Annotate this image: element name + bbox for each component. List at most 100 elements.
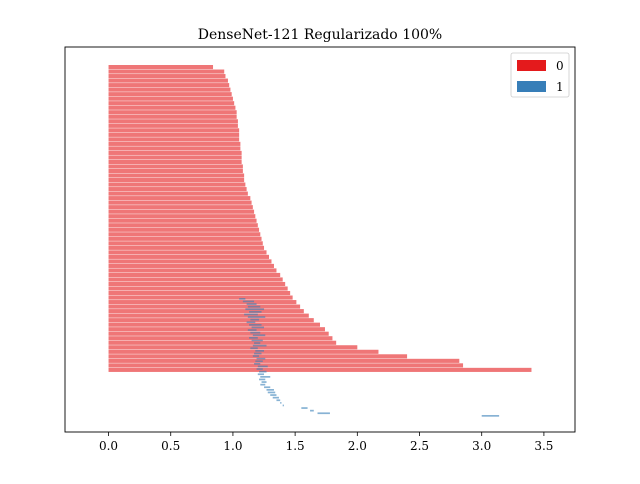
bar-series-0 (108, 205, 253, 210)
x-tick-label: 3.0 (472, 439, 491, 453)
bar-series-0 (108, 92, 232, 97)
bar-series-0 (108, 65, 214, 70)
bar-series-0 (108, 277, 283, 282)
bar-series-0 (108, 263, 274, 268)
bar-series-1 (301, 407, 308, 409)
legend-label-0: 0 (556, 59, 564, 73)
bar-series-1 (259, 370, 267, 373)
bar-series-1 (260, 383, 266, 386)
bar-series-1 (250, 347, 258, 350)
bar-series-0 (108, 336, 333, 341)
bar-series-1 (257, 373, 265, 376)
bar-series-0 (108, 114, 237, 119)
bar-series-1 (252, 344, 267, 347)
bar-series-0 (108, 137, 240, 142)
bar-series-0 (108, 96, 233, 101)
bar-series-0 (108, 141, 241, 146)
bar-series-0 (108, 223, 258, 228)
bar-series-1 (239, 298, 246, 300)
bar-series-1 (251, 326, 265, 329)
legend: 01 (510, 52, 570, 98)
bar-series-1 (250, 331, 261, 334)
bar-series-1 (255, 350, 265, 352)
bar-series-1 (264, 386, 271, 389)
bar-series-0 (108, 83, 230, 88)
bar-series-1 (252, 334, 266, 337)
x-tick-label: 1.0 (223, 439, 242, 453)
axes-frame (64, 46, 576, 433)
bar-series-0 (108, 367, 532, 372)
bar-series-1 (280, 402, 282, 404)
x-tick-label: 1.5 (286, 439, 305, 453)
bar-series-1 (310, 409, 314, 412)
bar-series-0 (108, 132, 240, 137)
bar-series-0 (108, 87, 231, 92)
bar-series-0 (108, 119, 238, 124)
x-tick-label: 3.5 (534, 439, 553, 453)
bar-series-1 (250, 318, 260, 321)
bar-series-0 (108, 78, 228, 83)
bar-series-0 (108, 110, 237, 115)
x-tick-label: 0.5 (161, 439, 180, 453)
bar-series-0 (108, 159, 242, 165)
bar-series-1 (246, 321, 256, 324)
bar-series-0 (108, 146, 241, 151)
bar-series-0 (108, 218, 257, 223)
x-tick-label: 0.0 (99, 439, 118, 453)
bar-series-1 (272, 396, 279, 399)
bar-series-0 (108, 327, 325, 332)
bar-series-0 (108, 286, 288, 291)
legend-swatch-1 (517, 81, 546, 92)
bar-series-1 (254, 363, 261, 365)
chart-title: DenseNet-121 Regularizado 100% (198, 27, 442, 43)
bar-series-1 (246, 303, 257, 305)
bar-series-1 (254, 342, 261, 344)
bar-series-0 (108, 168, 243, 174)
bar-series-1 (247, 305, 261, 308)
bar-series-0 (108, 173, 245, 178)
bar-series-0 (108, 200, 252, 205)
bar-series-0 (108, 191, 248, 196)
x-tick-label: 2.0 (348, 439, 367, 453)
bar-series-1 (266, 389, 274, 391)
bar-series-0 (108, 295, 293, 300)
bar-series-1 (255, 360, 263, 363)
bar-series-0 (108, 69, 225, 74)
bar-series-1 (267, 391, 276, 394)
bar-series-1 (317, 412, 330, 415)
bar-series-1 (261, 381, 267, 383)
bar-series-0 (108, 309, 304, 314)
x-axis: 0.0 0.5 1.0 1.5 2.0 2.5 3.0 3.5 (99, 432, 553, 453)
legend-swatch-0 (517, 60, 546, 71)
bar-series-0 (108, 259, 272, 264)
bar-series-0 (108, 182, 246, 187)
bars-layer (108, 65, 532, 417)
bar-series-0 (108, 241, 263, 246)
bar-series-1 (257, 365, 268, 368)
bar-series-0 (108, 322, 320, 327)
bar-series-0 (108, 155, 242, 160)
bar-series-0 (108, 272, 281, 278)
bar-series-0 (108, 281, 286, 287)
bar-series-0 (108, 164, 243, 169)
bar-series-0 (108, 268, 277, 273)
bar-series-0 (108, 196, 251, 201)
bar-series-1 (254, 352, 262, 355)
bar-series-0 (108, 313, 309, 318)
legend-label-1: 1 (556, 80, 564, 94)
bar-series-0 (108, 187, 247, 192)
bar-series-1 (249, 324, 262, 326)
bar-series-1 (249, 311, 262, 313)
bar-series-0 (108, 232, 261, 237)
bar-series-1 (256, 368, 263, 370)
bar-series-0 (108, 358, 460, 363)
bar-series-1 (259, 378, 266, 381)
bar-series-0 (108, 304, 301, 309)
bar-series-0 (108, 300, 297, 305)
x-tick-label: 2.5 (410, 439, 429, 453)
bar-series-1 (247, 316, 266, 318)
bar-series-0 (108, 340, 337, 345)
bar-series-0 (108, 150, 242, 155)
bar-series-0 (108, 123, 238, 128)
bar-series-1 (244, 313, 258, 316)
